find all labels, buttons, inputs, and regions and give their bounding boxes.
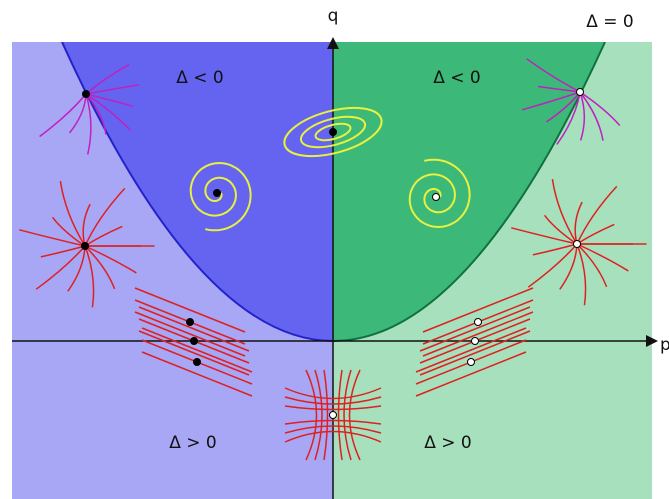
q-label: q bbox=[328, 6, 339, 26]
equilibrium bbox=[472, 338, 479, 345]
equilibrium bbox=[330, 412, 337, 419]
region-label: Δ > 0 bbox=[169, 433, 217, 453]
equilibrium bbox=[194, 359, 201, 366]
p-label: p bbox=[660, 335, 669, 355]
equilibrium bbox=[577, 89, 584, 96]
equilibrium bbox=[187, 319, 194, 326]
equilibrium bbox=[214, 190, 221, 197]
region-label: Δ < 0 bbox=[433, 68, 481, 88]
curve-label: Δ = 0 bbox=[586, 12, 634, 32]
equilibrium bbox=[82, 243, 89, 250]
equilibrium bbox=[475, 319, 482, 326]
equilibrium bbox=[574, 241, 581, 248]
stability-diagram: q p Δ = 0 Δ < 0 Δ < 0 Δ > 0 Δ > 0 bbox=[0, 0, 669, 499]
equilibrium bbox=[433, 194, 440, 201]
equilibrium bbox=[83, 91, 90, 98]
equilibrium bbox=[468, 359, 475, 366]
equilibrium bbox=[330, 129, 337, 136]
region-label: Δ > 0 bbox=[424, 433, 472, 453]
region-label: Δ < 0 bbox=[176, 68, 224, 88]
equilibrium bbox=[191, 338, 198, 345]
